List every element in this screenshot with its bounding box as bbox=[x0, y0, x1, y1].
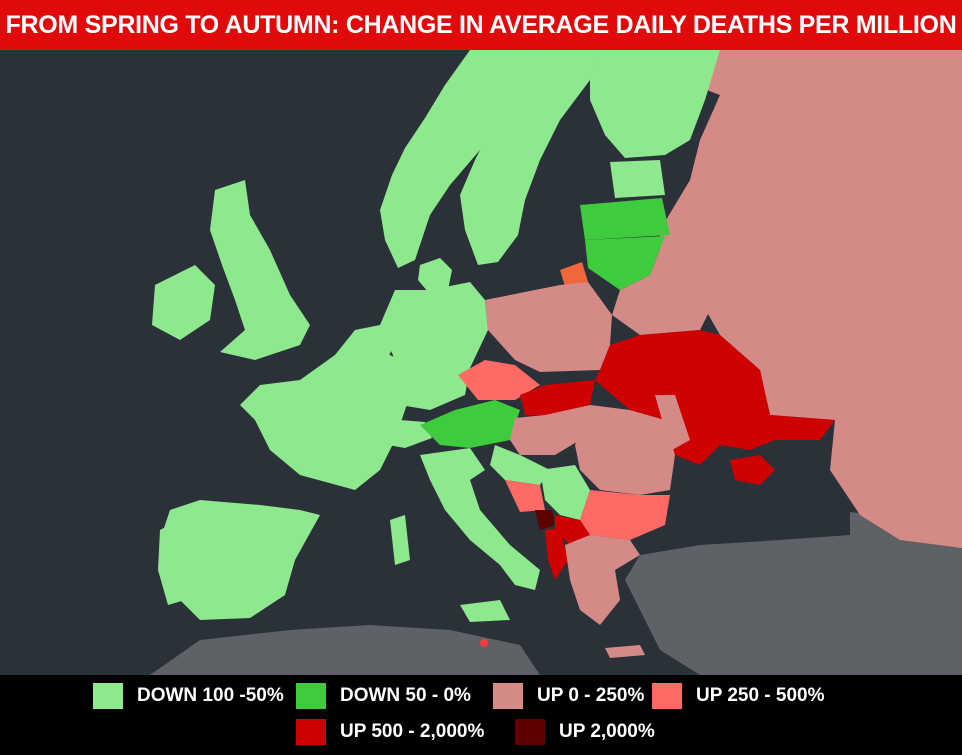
austria bbox=[420, 400, 520, 448]
kosovo-north-macedonia bbox=[555, 515, 590, 545]
legend-label: UP 2,000% bbox=[559, 721, 655, 742]
czechia bbox=[458, 360, 540, 400]
legend-item: UP 2,000% bbox=[515, 717, 655, 747]
europe-map bbox=[0, 50, 962, 675]
portugal bbox=[158, 520, 185, 605]
bosnia bbox=[505, 480, 545, 512]
turkey-land bbox=[625, 535, 962, 675]
finland bbox=[590, 50, 720, 158]
crimea bbox=[730, 455, 775, 485]
moldova bbox=[655, 395, 690, 450]
north-africa-land bbox=[150, 625, 540, 675]
sweden bbox=[460, 50, 600, 265]
ireland bbox=[152, 265, 215, 340]
france bbox=[240, 345, 410, 490]
malta bbox=[480, 639, 488, 647]
sardinia bbox=[390, 515, 410, 565]
sicily bbox=[460, 600, 510, 622]
legend-label: UP 500 - 2,000% bbox=[340, 721, 485, 742]
albania bbox=[545, 528, 568, 580]
benelux bbox=[335, 325, 395, 370]
hungary bbox=[510, 405, 590, 455]
legend-swatch bbox=[515, 719, 545, 745]
norway bbox=[380, 50, 560, 268]
belarus bbox=[612, 236, 715, 335]
montenegro bbox=[535, 510, 555, 530]
legend: DOWN 100 -50% DOWN 50 - 0% UP 0 - 250% U… bbox=[0, 675, 962, 755]
legend-item: UP 500 - 2,000% bbox=[296, 717, 484, 747]
latvia bbox=[580, 198, 670, 240]
legend-label: UP 0 - 250% bbox=[537, 685, 645, 706]
legend-swatch bbox=[493, 683, 523, 709]
switzerland bbox=[380, 420, 432, 448]
russia bbox=[600, 50, 962, 548]
legend-swatch bbox=[296, 683, 326, 709]
italy bbox=[420, 448, 540, 590]
legend-label: UP 250 - 500% bbox=[696, 685, 825, 706]
great-britain bbox=[210, 180, 310, 360]
greece bbox=[565, 535, 640, 625]
estonia bbox=[610, 160, 665, 198]
legend-label: DOWN 100 -50% bbox=[137, 685, 284, 706]
legend-item: DOWN 50 - 0% bbox=[296, 681, 471, 711]
legend-swatch bbox=[296, 719, 326, 745]
lithuania bbox=[585, 236, 665, 290]
bulgaria bbox=[580, 490, 670, 540]
slovenia-croatia bbox=[490, 445, 550, 485]
romania bbox=[575, 405, 675, 495]
legend-item: UP 250 - 500% bbox=[652, 681, 825, 711]
legend-item: DOWN 100 -50% bbox=[93, 681, 284, 711]
serbia bbox=[540, 465, 590, 520]
kaliningrad bbox=[560, 262, 588, 286]
map-title: FROM SPRING TO AUTUMN: CHANGE IN AVERAGE… bbox=[0, 0, 962, 50]
crete bbox=[605, 645, 645, 658]
denmark bbox=[418, 258, 452, 292]
ukraine bbox=[595, 330, 835, 465]
slovakia bbox=[520, 380, 595, 415]
poland bbox=[485, 282, 612, 372]
spain bbox=[160, 500, 320, 620]
legend-label: DOWN 50 - 0% bbox=[340, 685, 471, 706]
legend-swatch bbox=[652, 683, 682, 709]
legend-item: UP 0 - 250% bbox=[493, 681, 644, 711]
legend-swatch bbox=[93, 683, 123, 709]
